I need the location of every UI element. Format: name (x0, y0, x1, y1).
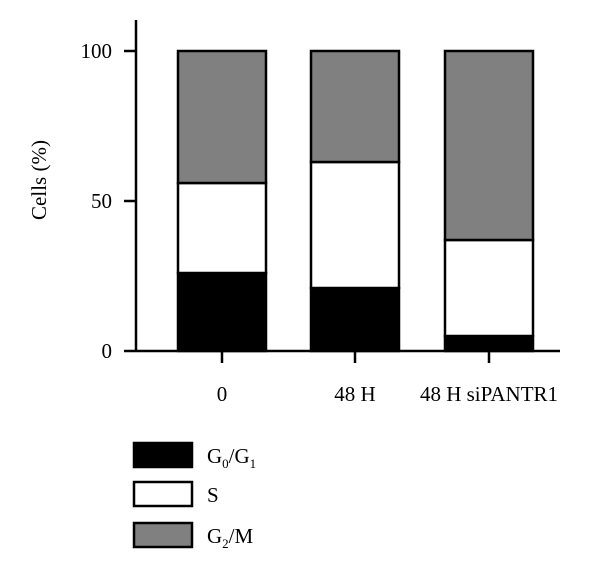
bar-segment (176, 49, 268, 185)
y-tick-label: 0 (102, 339, 113, 363)
bar-segment (443, 334, 535, 353)
legend-swatch (132, 480, 194, 508)
legend-label: G0/G1 (207, 444, 256, 471)
x-tick-label: 0 (217, 382, 228, 406)
bar-segment (309, 286, 401, 353)
legend-label: S (207, 483, 219, 507)
bar-segment (443, 49, 535, 242)
x-ticks-group: 0 48 H 48 H siPANTR1 (217, 351, 558, 406)
bar-segment (309, 160, 401, 290)
y-tick-label: 50 (91, 189, 112, 213)
legend-swatch (132, 441, 194, 469)
y-axis-title: Cells (%) (27, 140, 51, 220)
legend-label: G2/M (207, 524, 254, 551)
y-ticks-group: 0 50 100 (81, 39, 136, 363)
x-tick-label: 48 H siPANTR1 (420, 382, 558, 406)
bar-segment (176, 271, 268, 353)
bar-segment (176, 181, 268, 275)
y-tick-label: 100 (81, 39, 113, 63)
bar-segment (309, 49, 401, 164)
bar-segment (443, 238, 535, 338)
x-tick-label: 48 H (334, 382, 375, 406)
legend-swatch (132, 521, 194, 549)
legend: G0/G1 S G2/M (132, 441, 256, 551)
bars-group (176, 49, 535, 353)
